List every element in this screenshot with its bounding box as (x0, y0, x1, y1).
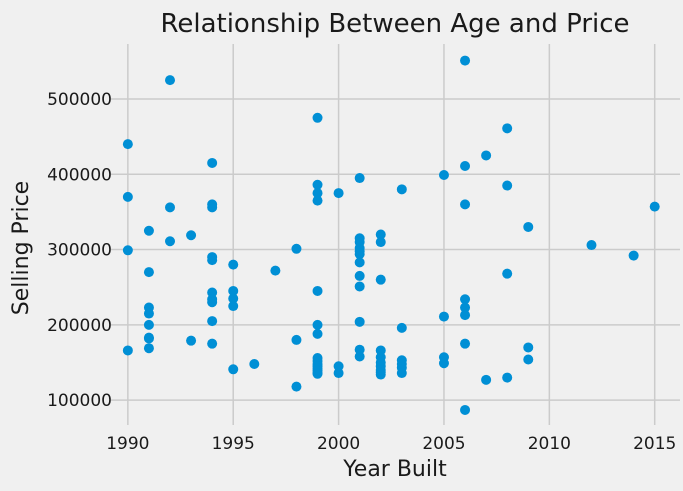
y-tick-label: 300000 (47, 241, 112, 261)
data-point (354, 316, 365, 327)
y-tick-label: 500000 (47, 90, 112, 110)
data-point (143, 333, 154, 344)
data-point (460, 338, 471, 349)
data-point (291, 334, 302, 345)
data-point (354, 351, 365, 362)
data-point (207, 338, 218, 349)
data-point (312, 285, 323, 296)
data-point (207, 157, 218, 168)
y-axis-label: Selling Price (9, 181, 34, 315)
data-point (291, 381, 302, 392)
data-point (312, 179, 323, 190)
data-point (207, 297, 218, 308)
data-point (312, 112, 323, 123)
data-point (502, 180, 513, 191)
data-point (460, 294, 471, 305)
data-point (122, 345, 133, 356)
data-point (143, 343, 154, 354)
data-point (207, 202, 218, 213)
data-point (460, 160, 471, 171)
data-point (396, 322, 407, 333)
data-point (291, 243, 302, 254)
data-point (207, 316, 218, 327)
data-point (249, 359, 260, 370)
data-points (122, 55, 660, 415)
x-tick-labels: 1990 1995 2000 2005 2010 2015 (106, 434, 676, 454)
y-tick-label: 400000 (47, 165, 112, 185)
x-tick-label: 1995 (212, 434, 255, 454)
data-point (143, 308, 154, 319)
data-point (586, 240, 597, 251)
data-point (375, 369, 386, 380)
data-point (628, 250, 639, 261)
y-tick-label: 200000 (47, 316, 112, 336)
y-tick-labels: 100000 200000 300000 400000 500000 (47, 90, 112, 411)
data-point (460, 404, 471, 415)
x-tick-label: 2010 (528, 434, 571, 454)
data-point (375, 274, 386, 285)
data-point (502, 372, 513, 383)
data-point (312, 368, 323, 379)
data-point (228, 301, 239, 312)
data-point (396, 368, 407, 379)
data-point (354, 257, 365, 268)
x-tick-label: 2015 (633, 434, 676, 454)
data-point (375, 237, 386, 248)
data-point (143, 225, 154, 236)
data-point (312, 328, 323, 339)
data-point (481, 374, 492, 385)
data-point (333, 188, 344, 199)
data-point (312, 319, 323, 330)
data-point (228, 293, 239, 304)
data-point (354, 281, 365, 292)
data-point (143, 267, 154, 278)
data-point (312, 195, 323, 206)
data-point (228, 285, 239, 296)
data-point (460, 199, 471, 210)
data-point (165, 236, 176, 247)
x-tick-label: 1990 (106, 434, 149, 454)
data-point (354, 249, 365, 260)
data-point (186, 335, 197, 346)
data-point (438, 311, 449, 322)
x-axis-label: Year Built (342, 457, 447, 482)
x-tick-label: 2005 (422, 434, 465, 454)
data-point (186, 230, 197, 241)
chart-title: Relationship Between Age and Price (160, 9, 629, 39)
data-point (207, 255, 218, 266)
data-point (354, 173, 365, 184)
data-point (122, 191, 133, 202)
data-point (228, 259, 239, 270)
data-point (649, 201, 660, 212)
data-point (523, 354, 534, 365)
data-point (333, 368, 344, 379)
data-point (438, 358, 449, 369)
data-point (354, 270, 365, 281)
data-point (460, 55, 471, 66)
data-point (502, 268, 513, 279)
data-point (122, 245, 133, 256)
data-point (523, 221, 534, 232)
data-point (228, 364, 239, 375)
data-point (165, 75, 176, 86)
data-point (460, 302, 471, 313)
grid (111, 44, 680, 425)
data-point (460, 310, 471, 321)
data-point (165, 202, 176, 213)
data-point (502, 123, 513, 134)
data-point (523, 342, 534, 353)
data-point (396, 184, 407, 195)
data-point (481, 150, 492, 161)
data-point (375, 229, 386, 240)
data-point (438, 170, 449, 181)
data-point (143, 319, 154, 330)
x-tick-label: 2000 (317, 434, 360, 454)
data-point (270, 265, 281, 276)
y-tick-label: 100000 (47, 391, 112, 411)
data-point (122, 139, 133, 150)
data-point (312, 188, 323, 199)
